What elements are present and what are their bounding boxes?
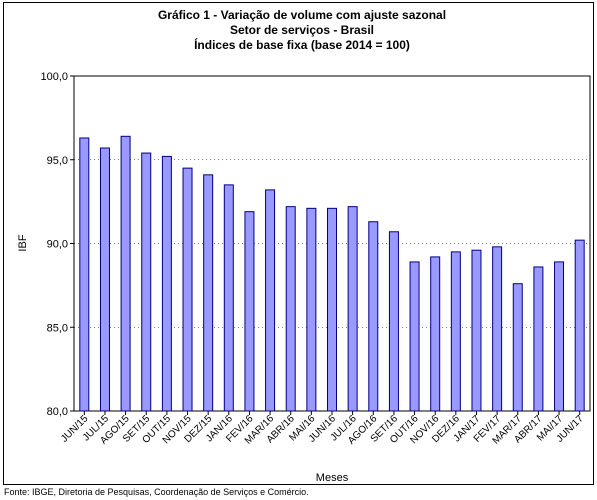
y-tick-label: 90,0	[47, 239, 68, 251]
bar	[512, 283, 523, 412]
y-axis-label: IBF	[17, 234, 29, 251]
chart-title-line-3: Índices de base fixa (base 2014 = 100)	[194, 37, 410, 52]
bar	[120, 135, 131, 412]
bar	[161, 155, 172, 412]
bar	[203, 174, 214, 412]
bar	[79, 137, 90, 412]
bar	[430, 256, 441, 412]
bar	[368, 221, 379, 412]
bar	[285, 206, 296, 412]
y-tick-label: 80,0	[47, 406, 68, 418]
bar	[141, 152, 152, 412]
y-tick-label: 85,0	[47, 322, 68, 334]
bar	[388, 231, 399, 412]
bar-chart: Gráfico 1 - Variação de volume com ajust…	[17, 8, 591, 484]
bar	[347, 206, 358, 412]
bar	[450, 251, 461, 412]
y-axis-ticks: 80,0 85,0 90,0 95,0 100,0	[40, 71, 74, 418]
bar	[554, 261, 565, 412]
chart-frame: Gráfico 1 - Variação de volume com ajust…	[3, 2, 594, 485]
bar	[244, 211, 255, 412]
chart-title-line-1: Gráfico 1 - Variação de volume com ajust…	[158, 8, 446, 22]
bar	[409, 261, 420, 412]
bar	[533, 266, 544, 412]
bar	[223, 184, 234, 412]
x-axis-label: Meses	[316, 472, 349, 484]
chart-title: Gráfico 1 - Variação de volume com ajust…	[158, 8, 446, 52]
bar	[182, 167, 193, 412]
bar	[265, 189, 276, 412]
bar	[327, 207, 337, 412]
y-tick-label: 95,0	[47, 155, 68, 167]
bar	[471, 249, 482, 412]
bar	[574, 239, 585, 412]
bar	[306, 207, 317, 412]
y-tick-label: 100,0	[40, 71, 68, 83]
x-axis-ticks: JUN/15JUL/15AGO/15SET/15OUT/15NOV/15DEZ/…	[59, 411, 586, 447]
chart-title-line-2: Setor de serviços - Brasil	[230, 23, 374, 37]
source-footnote: Fonte: IBGE, Diretoria de Pesquisas, Coo…	[4, 487, 309, 497]
bar	[99, 147, 110, 412]
bar	[492, 246, 503, 412]
